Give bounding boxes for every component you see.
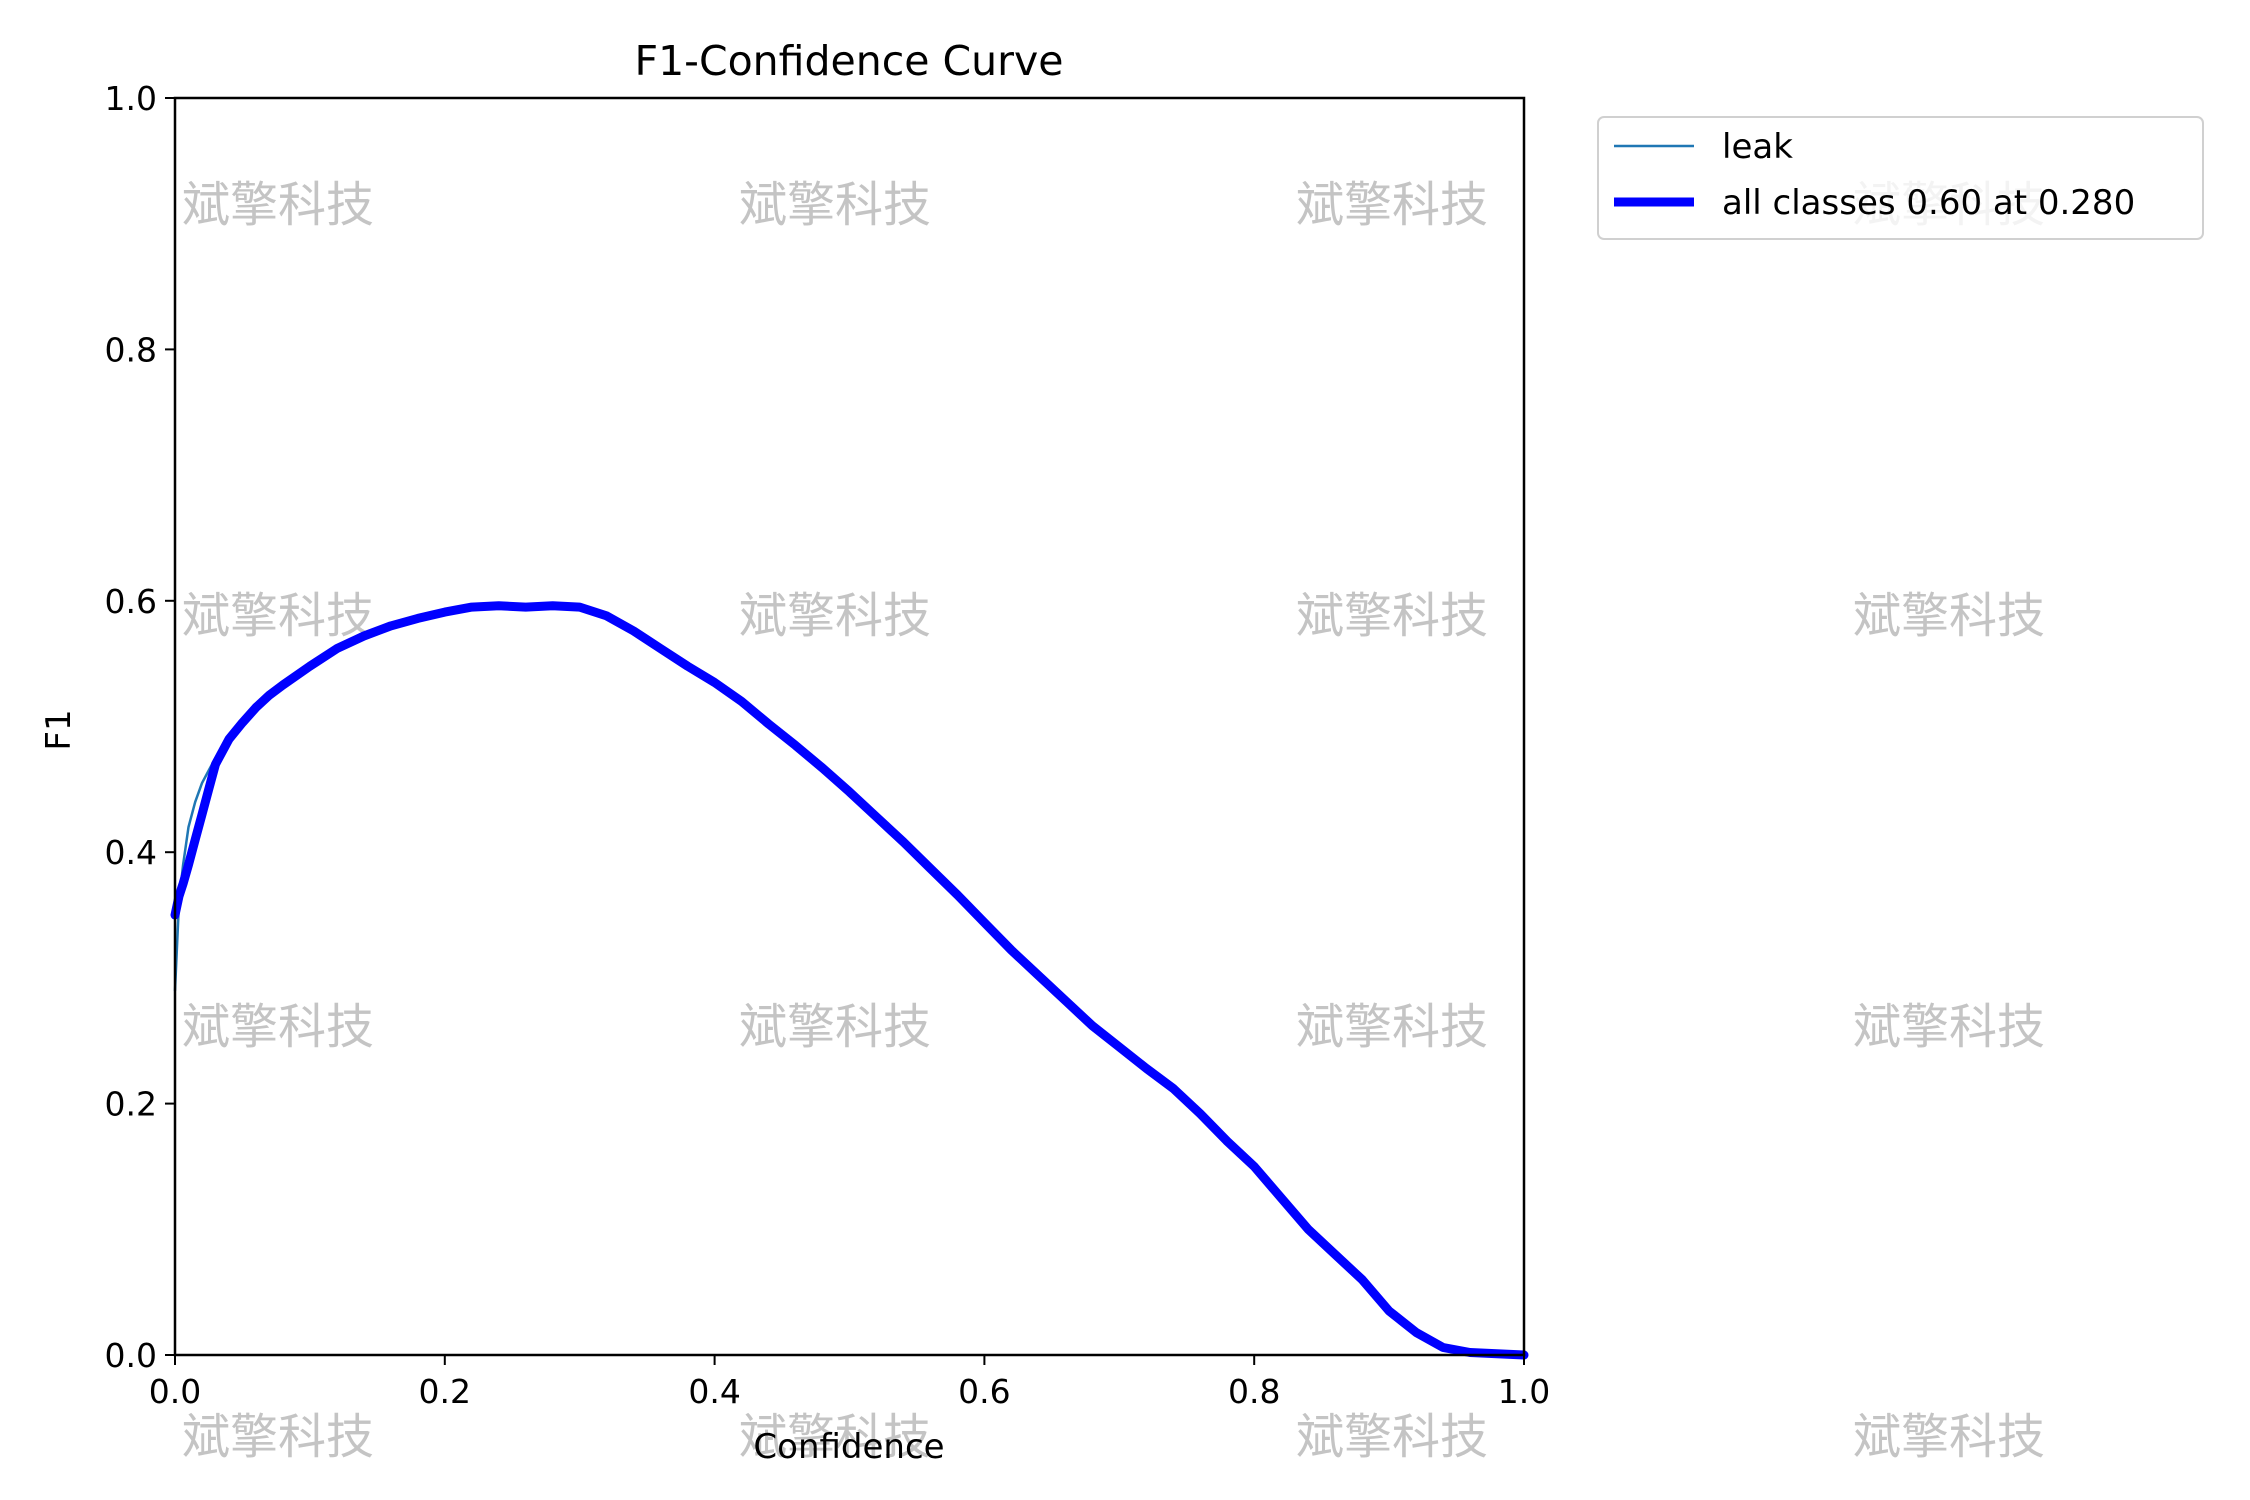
series-line-all-classes — [170, 601, 1529, 1360]
y-tick-label: 0.4 — [105, 833, 157, 872]
watermark-text: 斌擎科技 — [182, 177, 374, 233]
watermark-text: 斌擎科技 — [182, 999, 374, 1055]
x-tick-label: 1.0 — [1498, 1372, 1550, 1411]
chart-title: F1-Confidence Curve — [635, 37, 1064, 85]
y-tick-label: 0.2 — [105, 1085, 157, 1124]
watermark-text: 斌擎科技 — [1853, 588, 2045, 644]
x-tick-label: 0.6 — [958, 1372, 1010, 1411]
watermark-text: 斌擎科技 — [739, 588, 931, 644]
y-tick-label: 1.0 — [105, 79, 157, 118]
legend-frame — [1597, 116, 2204, 240]
y-axis: 0.0 0.2 0.4 0.6 0.8 1.0 — [105, 79, 175, 1375]
legend-label-leak: leak — [1722, 127, 1793, 167]
watermark-text: 斌擎科技 — [182, 588, 374, 644]
watermark-text: 斌擎科技 — [182, 1409, 374, 1465]
watermark-text: 斌擎科技 — [1853, 999, 2045, 1055]
x-tick-label: 0.4 — [688, 1372, 740, 1411]
x-axis-label: Confidence — [753, 1427, 944, 1467]
watermark-text: 斌擎科技 — [1296, 1409, 1488, 1465]
watermark-text: 斌擎科技 — [739, 1409, 931, 1465]
x-tick-label: 0.8 — [1228, 1372, 1280, 1411]
y-tick-label: 0.6 — [105, 582, 157, 621]
watermark-text: 斌擎科技 — [739, 177, 931, 233]
watermark-text: 斌擎科技 — [1296, 588, 1488, 644]
x-axis: 0.0 0.2 0.4 0.6 0.8 1.0 — [149, 1355, 1550, 1411]
plot-frame — [173, 96, 1526, 1357]
y-axis-label: F1 — [39, 709, 79, 750]
x-tick-label: 0.0 — [149, 1372, 201, 1411]
y-tick-label: 0.8 — [105, 330, 157, 369]
x-tick-label: 0.2 — [419, 1372, 471, 1411]
watermark-text: 斌擎科技 — [1853, 1409, 2045, 1465]
watermark-text: 斌擎科技 — [1296, 999, 1488, 1055]
watermark-text: 斌擎科技 — [739, 999, 931, 1055]
legend: leak all classes 0.60 at 0.280 — [1597, 116, 2204, 240]
watermark-text: 斌擎科技 — [1296, 177, 1488, 233]
legend-label-all-classes: all classes 0.60 at 0.280 — [1722, 183, 2135, 223]
series-layer — [170, 601, 1529, 1360]
y-tick-label: 0.0 — [105, 1336, 157, 1375]
